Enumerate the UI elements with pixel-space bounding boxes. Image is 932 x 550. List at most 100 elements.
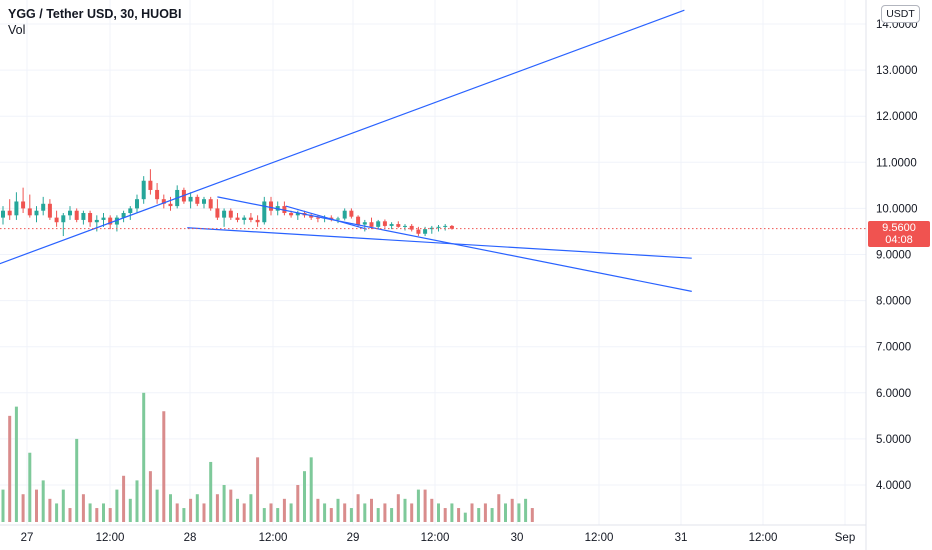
volume-bar	[128, 498, 132, 522]
candle-body	[128, 208, 133, 214]
volume-bar	[504, 503, 507, 522]
candle-body	[248, 217, 253, 220]
time-tick-label: 27	[21, 532, 34, 544]
candle-body	[27, 208, 32, 216]
candlesticks	[1, 169, 454, 237]
candle-body	[416, 229, 421, 234]
time-tick-label: Sep	[835, 532, 855, 544]
volume-bar	[169, 494, 172, 522]
volume-bar	[457, 508, 461, 522]
time-tick-label: 28	[184, 532, 197, 544]
volume-bar	[215, 494, 219, 522]
candle-body	[7, 210, 12, 216]
time-tick-label: 12:00	[96, 532, 125, 544]
candle-body	[114, 217, 119, 225]
volume-bar	[303, 471, 306, 522]
volume-bar	[142, 392, 146, 522]
candle-body	[202, 199, 206, 204]
volume-bar	[370, 498, 373, 522]
volume-bar	[68, 508, 72, 522]
volume-bar	[410, 503, 414, 522]
candle-body	[1, 210, 5, 218]
time-tick-label: 12:00	[259, 532, 288, 544]
volume-bar	[349, 508, 353, 522]
trendlines	[0, 9, 692, 292]
volume-bar	[517, 503, 521, 522]
candle-body	[262, 201, 267, 223]
volume-bar	[55, 503, 59, 522]
price-tick-label: 8.0000	[876, 296, 911, 308]
candle-body	[41, 203, 46, 211]
candle-body	[155, 189, 160, 200]
symbol-title: YGG / Tether USD, 30, HUOBI	[8, 7, 182, 21]
volume-bar	[115, 489, 119, 522]
candle-body	[403, 225, 407, 227]
volume-bar	[490, 508, 494, 522]
price-tick-label: 12.0000	[876, 111, 918, 123]
volume-bar	[262, 508, 266, 522]
volume-bar	[383, 503, 387, 522]
volume-bar	[376, 508, 380, 522]
bar-countdown: 04:08	[885, 234, 913, 246]
volume-bar	[242, 503, 246, 522]
volume-bar	[276, 508, 280, 522]
volume-bar	[108, 508, 112, 522]
volume-bar	[28, 452, 32, 522]
candle-body	[161, 199, 166, 204]
time-tick-label: 30	[511, 532, 524, 544]
volume-bar	[296, 485, 300, 522]
time-tick-label: 12:00	[585, 532, 614, 544]
volume-bar	[75, 438, 79, 522]
candle-body	[409, 225, 414, 230]
price-tick-label: 6.0000	[876, 388, 911, 400]
candle-body	[369, 222, 374, 227]
price-tick-label: 13.0000	[876, 65, 918, 77]
volume-bar	[189, 498, 193, 522]
candle-body	[168, 203, 173, 207]
candle-body	[396, 224, 401, 227]
candle-body	[235, 217, 240, 220]
volume-bar	[423, 489, 427, 522]
currency-unit-button[interactable]: USDT	[881, 5, 920, 23]
volume-bar	[282, 498, 286, 522]
candle-body	[135, 199, 139, 209]
volume-bar	[182, 508, 186, 522]
volume-bar	[236, 498, 239, 522]
volume-bar	[195, 494, 199, 522]
volume-bar	[390, 508, 394, 522]
candle-body	[81, 213, 86, 220]
volume-bar	[148, 471, 152, 522]
price-tick-label: 11.0000	[876, 157, 917, 169]
candle-body	[449, 225, 454, 229]
volume-bar	[437, 503, 440, 522]
candle-body	[74, 210, 79, 220]
candle-body	[269, 201, 273, 211]
volume-bar	[175, 503, 179, 522]
candle-body	[21, 201, 26, 209]
volume-bar	[309, 457, 313, 522]
volume-bar	[249, 494, 253, 522]
candle-body	[47, 203, 52, 218]
volume-bar	[396, 494, 400, 522]
candle-body	[228, 210, 233, 218]
candle-body	[356, 216, 361, 225]
volume-bar	[403, 498, 407, 522]
volume-bar	[530, 508, 534, 522]
candle-body	[14, 201, 19, 216]
volume-bar	[430, 498, 434, 522]
volume-bar	[483, 503, 487, 522]
candle-body	[68, 210, 72, 216]
volume-bar	[41, 480, 45, 522]
volume-bar	[102, 503, 105, 522]
ascending-trendline	[0, 9, 685, 265]
candle-body	[315, 217, 320, 219]
price-tick-label: 10.0000	[876, 203, 918, 215]
volume-bar	[329, 508, 333, 522]
candle-body	[222, 210, 227, 218]
volume-bar	[356, 494, 360, 522]
candle-body	[336, 218, 340, 220]
volume-bar	[209, 461, 213, 522]
volume-bar	[162, 411, 166, 522]
